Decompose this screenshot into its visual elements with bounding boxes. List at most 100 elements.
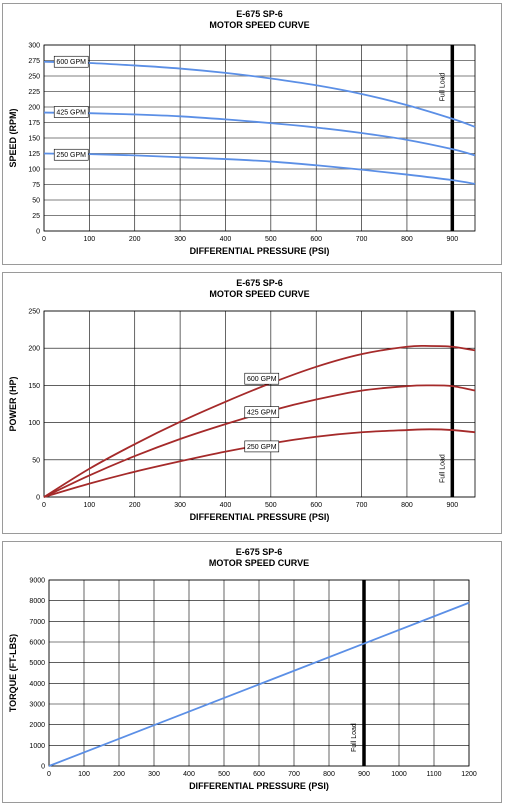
y-tick-label: 1000 bbox=[29, 743, 45, 750]
series-label-box bbox=[244, 406, 280, 418]
y-tick-label: 5000 bbox=[29, 660, 45, 667]
series-line bbox=[43, 384, 476, 498]
x-tick-label: 400 bbox=[183, 771, 195, 778]
y-axis-label: SPEED (RPM) bbox=[8, 108, 18, 167]
x-tick-label: 800 bbox=[323, 771, 335, 778]
y-tick-label: 225 bbox=[28, 89, 40, 96]
y-tick-label: 200 bbox=[28, 346, 40, 353]
x-tick-label: 700 bbox=[288, 771, 300, 778]
x-tick-label: 800 bbox=[401, 236, 413, 243]
y-tick-label: 200 bbox=[28, 105, 40, 112]
x-tick-label: 0 bbox=[47, 771, 51, 778]
series-label: 250 GPM bbox=[56, 152, 86, 159]
plot-frame bbox=[43, 44, 476, 232]
torque-chart-panel: E-675 SP-6 MOTOR SPEED CURVE 0 100 200 300 400… bbox=[2, 541, 502, 803]
full-load-label: Full Load bbox=[439, 72, 446, 101]
x-tick-label: 400 bbox=[220, 236, 232, 243]
chart-title: E-675 SP-6 bbox=[236, 278, 283, 288]
x-tick-label: 0 bbox=[42, 502, 46, 509]
y-tick-label: 0 bbox=[41, 764, 45, 771]
x-tick-label: 200 bbox=[113, 771, 125, 778]
power-chart-panel: E-675 SP-6 MOTOR SPEED CURVE 0 100 200 300 400… bbox=[2, 272, 502, 534]
y-tick-label: 100 bbox=[28, 167, 40, 174]
y-tick-label: 250 bbox=[28, 74, 40, 81]
chart-title: E-675 SP-6 bbox=[236, 9, 283, 19]
series-label-box bbox=[53, 55, 89, 68]
y-tick-label: 6000 bbox=[29, 640, 45, 647]
series-label: 600 GPM bbox=[56, 59, 86, 66]
x-axis-label: DIFFERENTIAL PRESSURE (PSI) bbox=[190, 246, 330, 256]
series-label-box bbox=[244, 440, 280, 453]
chart-subtitle: MOTOR SPEED CURVE bbox=[209, 558, 309, 568]
y-tick-label: 50 bbox=[32, 457, 40, 464]
y-axis-label: POWER (HP) bbox=[8, 376, 18, 431]
series-label: 425 GPM bbox=[247, 410, 277, 417]
y-tick-label: 75 bbox=[32, 182, 40, 189]
y-tick-label: 0 bbox=[36, 229, 40, 236]
y-tick-label: 175 bbox=[28, 120, 40, 127]
x-tick-label: 500 bbox=[218, 771, 230, 778]
y-tick-label: 150 bbox=[28, 383, 40, 390]
x-tick-label: 900 bbox=[446, 236, 458, 243]
x-tick-label: 300 bbox=[174, 236, 186, 243]
plot-frame bbox=[43, 310, 476, 498]
y-tick-label: 3000 bbox=[29, 702, 45, 709]
x-tick-label: 600 bbox=[310, 236, 322, 243]
full-load-label: Full Load bbox=[351, 723, 358, 752]
y-tick-label: 8000 bbox=[29, 598, 45, 605]
series-label-box bbox=[244, 372, 280, 385]
x-tick-label: 900 bbox=[358, 771, 370, 778]
x-axis-label: DIFFERENTIAL PRESSURE (PSI) bbox=[190, 512, 330, 522]
x-tick-label: 200 bbox=[129, 236, 141, 243]
series-label: 425 GPM bbox=[56, 109, 86, 116]
x-tick-label: 600 bbox=[310, 502, 322, 509]
x-tick-label: 0 bbox=[42, 236, 46, 243]
y-tick-label: 125 bbox=[28, 151, 40, 158]
x-tick-label: 900 bbox=[446, 502, 458, 509]
x-tick-label: 700 bbox=[356, 502, 368, 509]
x-tick-label: 1200 bbox=[461, 771, 477, 778]
y-axis-label: TORQUE (FT-LBS) bbox=[8, 634, 18, 712]
y-tick-label: 7000 bbox=[29, 619, 45, 626]
x-tick-label: 500 bbox=[265, 502, 277, 509]
x-tick-label: 700 bbox=[356, 236, 368, 243]
y-tick-label: 250 bbox=[28, 309, 40, 316]
series-line bbox=[43, 344, 476, 498]
chart-title: E-675 SP-6 bbox=[236, 547, 283, 557]
y-tick-label: 150 bbox=[28, 136, 40, 143]
y-tick-label: 0 bbox=[36, 495, 40, 502]
series-line bbox=[48, 601, 470, 767]
chart-subtitle: MOTOR SPEED CURVE bbox=[209, 289, 309, 299]
speed-chart-panel: E-675 SP-6 MOTOR SPEED CURVE 0 100 200 300 400… bbox=[2, 3, 502, 265]
series-line bbox=[43, 152, 476, 185]
x-tick-label: 800 bbox=[401, 502, 413, 509]
x-tick-label: 400 bbox=[220, 502, 232, 509]
series-label-box bbox=[53, 148, 89, 161]
x-tick-label: 200 bbox=[129, 502, 141, 509]
y-tick-label: 2000 bbox=[29, 722, 45, 729]
x-tick-label: 300 bbox=[174, 502, 186, 509]
full-load-label: Full Load bbox=[439, 454, 446, 483]
y-tick-label: 4000 bbox=[29, 681, 45, 688]
series-line bbox=[43, 428, 476, 498]
y-tick-label: 300 bbox=[28, 43, 40, 50]
x-tick-label: 500 bbox=[265, 236, 277, 243]
x-tick-label: 300 bbox=[148, 771, 160, 778]
series-label: 250 GPM bbox=[247, 444, 277, 451]
x-tick-label: 100 bbox=[78, 771, 90, 778]
x-axis-label: DIFFERENTIAL PRESSURE (PSI) bbox=[189, 781, 329, 791]
y-tick-label: 9000 bbox=[29, 578, 45, 585]
x-tick-label: 1000 bbox=[391, 771, 407, 778]
series-label-box bbox=[53, 106, 89, 118]
series-line bbox=[43, 111, 476, 157]
y-tick-label: 275 bbox=[28, 58, 40, 65]
x-tick-label: 100 bbox=[84, 502, 96, 509]
chart-subtitle: MOTOR SPEED CURVE bbox=[209, 20, 309, 30]
series-label: 600 GPM bbox=[247, 376, 277, 383]
plot-frame bbox=[48, 579, 470, 767]
x-tick-label: 100 bbox=[84, 236, 96, 243]
y-tick-label: 50 bbox=[32, 198, 40, 205]
